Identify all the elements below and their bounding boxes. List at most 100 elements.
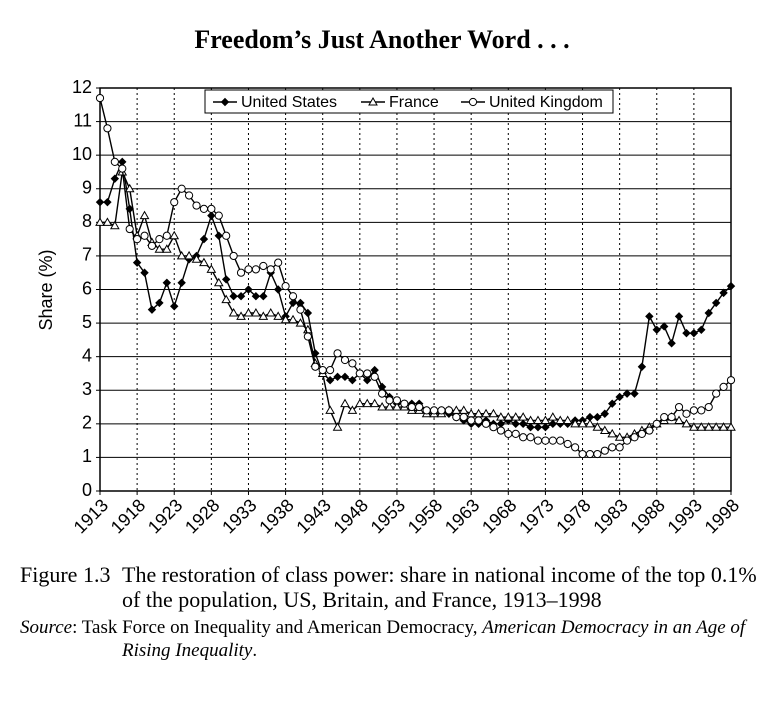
marker <box>199 257 209 267</box>
marker <box>140 231 149 240</box>
marker <box>147 305 157 314</box>
marker <box>333 372 342 382</box>
marker <box>489 423 498 432</box>
marker <box>392 402 402 411</box>
x-tick-label: 1988 <box>626 495 668 537</box>
x-tick-label: 1948 <box>330 495 372 537</box>
x-tick-label: 1918 <box>107 495 149 537</box>
marker <box>147 241 157 250</box>
marker <box>273 285 283 294</box>
marker <box>667 339 676 348</box>
marker <box>109 220 120 230</box>
source-end: . <box>252 640 258 661</box>
marker <box>429 406 439 415</box>
marker <box>244 265 253 274</box>
marker <box>578 449 587 459</box>
marker <box>296 305 305 314</box>
marker <box>593 412 602 422</box>
marker <box>652 419 661 428</box>
x-tick-label: 1978 <box>552 495 594 537</box>
marker <box>244 285 253 294</box>
marker <box>243 308 254 317</box>
marker <box>689 422 699 431</box>
chart-title: Freedom’s Just Another Word . . . <box>194 25 569 54</box>
marker <box>577 418 588 428</box>
marker <box>184 191 194 200</box>
y-tick-label: 0 <box>82 480 92 500</box>
marker <box>481 408 491 418</box>
marker <box>236 311 246 320</box>
marker <box>340 372 350 382</box>
marker <box>385 396 394 405</box>
legend-marker <box>220 97 230 107</box>
caption-block: Figure 1.3 The restoration of class power… <box>20 562 765 662</box>
marker <box>139 210 150 220</box>
x-tick-label: 1958 <box>404 495 446 537</box>
marker <box>622 389 632 398</box>
marker <box>444 406 454 415</box>
marker <box>377 402 387 411</box>
x-tick-label: 1973 <box>515 495 557 537</box>
marker <box>562 415 573 424</box>
marker <box>340 398 350 408</box>
source-title: American Democracy in an Age of Rising I… <box>122 617 746 661</box>
marker <box>214 211 223 220</box>
y-tick-label: 11 <box>73 110 92 130</box>
marker <box>236 292 246 301</box>
x-tick-label: 1963 <box>441 495 483 537</box>
y-tick-label: 4 <box>82 345 92 365</box>
marker <box>192 201 201 210</box>
marker <box>400 399 409 408</box>
x-tick-label: 1943 <box>292 495 334 537</box>
marker <box>274 258 283 267</box>
marker <box>251 265 260 274</box>
marker <box>459 413 468 422</box>
marker <box>161 244 172 253</box>
marker <box>125 224 134 234</box>
marker <box>526 422 535 432</box>
marker <box>199 204 209 213</box>
chart: Freedom’s Just Another Word . . . Share … <box>36 25 743 538</box>
marker <box>207 204 216 213</box>
marker <box>511 429 520 439</box>
marker <box>674 402 684 412</box>
marker <box>280 314 291 324</box>
marker <box>614 432 625 441</box>
marker <box>481 419 491 428</box>
marker <box>452 413 461 422</box>
marker <box>600 446 609 455</box>
legend-marker <box>368 96 378 106</box>
marker <box>608 443 617 452</box>
marker <box>155 235 164 244</box>
x-tick-label: 1913 <box>70 495 112 537</box>
marker <box>363 369 372 378</box>
marker <box>348 359 357 368</box>
marker <box>525 415 536 424</box>
marker <box>155 298 164 308</box>
marker <box>496 426 505 435</box>
legend-label: United Kingdom <box>489 94 603 111</box>
marker <box>496 412 506 421</box>
marker <box>541 422 550 432</box>
marker <box>667 413 676 422</box>
marker <box>467 416 476 425</box>
marker <box>191 254 202 263</box>
marker <box>556 436 565 445</box>
marker <box>674 312 684 321</box>
marker <box>325 405 335 414</box>
marker <box>251 292 261 301</box>
marker <box>288 314 298 324</box>
marker <box>533 436 543 445</box>
marker <box>607 428 618 438</box>
marker <box>118 164 127 173</box>
marker <box>555 415 566 424</box>
marker <box>645 312 654 321</box>
marker <box>533 415 543 424</box>
marker <box>340 355 350 365</box>
marker <box>154 244 165 253</box>
marker <box>170 198 179 207</box>
marker <box>355 369 364 378</box>
marker <box>333 349 342 358</box>
marker <box>689 328 699 338</box>
